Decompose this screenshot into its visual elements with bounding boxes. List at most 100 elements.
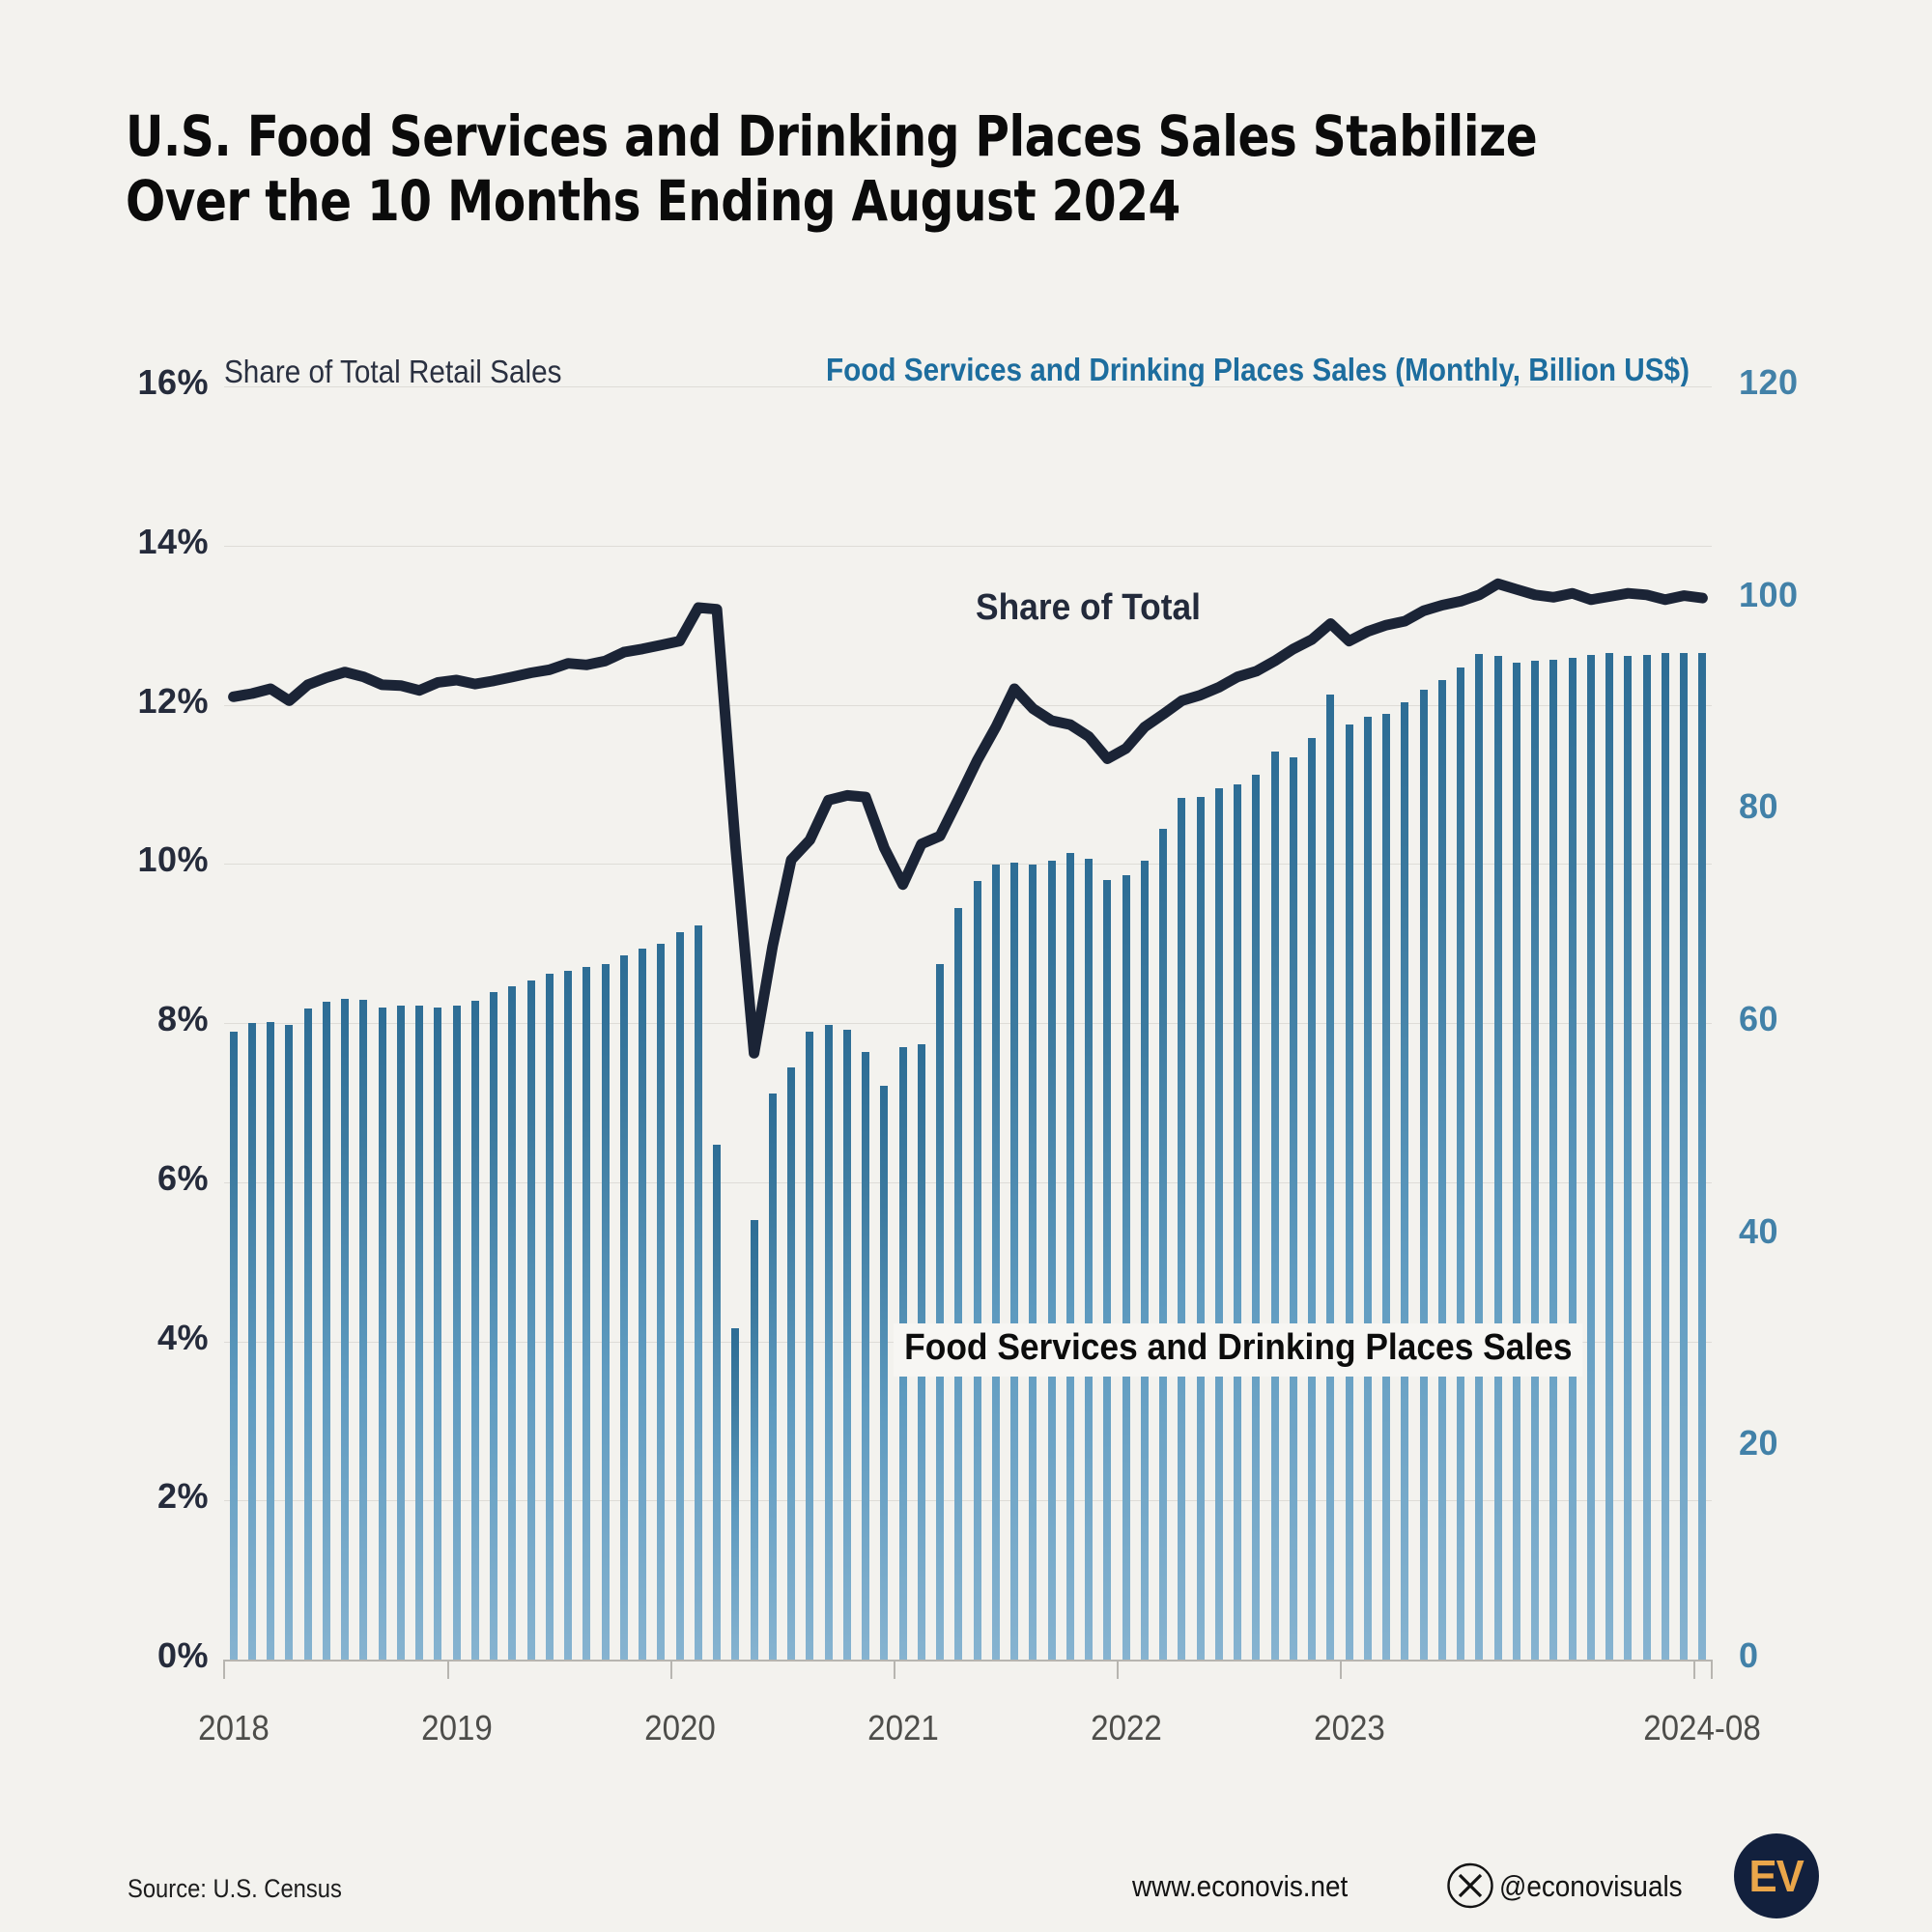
bar — [545, 974, 554, 1660]
bar — [247, 1023, 256, 1660]
bar — [359, 999, 368, 1660]
bar — [1010, 863, 1019, 1660]
x-axis-tick: 2021 — [867, 1708, 939, 1747]
annotation-food-services-sales: Food Services and Drinking Places Sales — [894, 1323, 1583, 1377]
bar — [1382, 714, 1391, 1660]
x-axis-tick-mark — [1117, 1660, 1119, 1679]
left-axis-tick: 10% — [137, 839, 209, 880]
bar — [750, 1220, 758, 1660]
gridline — [224, 1181, 1712, 1183]
bar — [490, 992, 498, 1660]
page-title: U.S. Food Services and Drinking Places S… — [126, 103, 1671, 235]
bar — [1345, 724, 1353, 1660]
bar — [1493, 655, 1502, 1660]
bar — [1122, 875, 1130, 1660]
bar — [526, 980, 535, 1660]
x-axis-tick-mark — [1340, 1660, 1342, 1679]
bar — [229, 1031, 238, 1660]
left-axis-tick: 12% — [137, 680, 209, 721]
bar — [452, 1006, 461, 1660]
left-axis-tick: 4% — [156, 1317, 209, 1357]
bar — [1549, 660, 1558, 1660]
bar — [1642, 654, 1651, 1660]
gridline — [224, 1500, 1712, 1502]
website-link[interactable]: www.econovis.net — [1132, 1869, 1349, 1903]
x-axis-tick-mark — [670, 1660, 672, 1679]
bar — [1270, 751, 1279, 1660]
bar — [582, 966, 591, 1660]
bar — [378, 1007, 386, 1660]
bar — [694, 924, 702, 1660]
bar — [1698, 652, 1707, 1660]
right-axis-tick: 120 — [1739, 362, 1799, 402]
bar — [415, 1006, 424, 1660]
left-axis-tick: 8% — [156, 999, 209, 1038]
bar — [1234, 783, 1242, 1660]
x-axis-tick-mark — [894, 1660, 895, 1679]
bar — [322, 1002, 330, 1660]
x-axis-tick-mark — [447, 1660, 449, 1679]
x-axis-tick: 2018 — [197, 1708, 270, 1747]
annotation-share-of-total: Share of Total — [976, 587, 1202, 628]
bar — [936, 963, 945, 1660]
right-axis-tick: 100 — [1739, 574, 1799, 614]
bar — [1680, 652, 1689, 1660]
bar — [787, 1067, 796, 1660]
bar — [1308, 737, 1317, 1660]
bar — [824, 1025, 833, 1660]
right-axis-tick: 60 — [1739, 999, 1779, 1038]
x-axis-tick-mark — [1692, 1660, 1695, 1679]
bar — [396, 1006, 405, 1660]
econovis-logo: EV — [1734, 1833, 1819, 1918]
bar — [675, 931, 684, 1660]
social-handle[interactable]: @econovisuals — [1499, 1869, 1683, 1903]
bar — [639, 949, 647, 1660]
bar — [1159, 829, 1168, 1660]
bar — [1289, 757, 1297, 1660]
bar — [1661, 652, 1669, 1660]
bar — [713, 1145, 722, 1660]
source-note: Source: U.S. Census — [128, 1874, 342, 1903]
bar — [1085, 858, 1094, 1660]
bar — [657, 943, 666, 1660]
gridline — [224, 864, 1712, 866]
title-line-1: U.S. Food Services and Drinking Places S… — [126, 103, 1538, 169]
x-axis-tick-mark — [223, 1660, 225, 1679]
bar — [1047, 860, 1056, 1660]
bar — [991, 865, 1000, 1660]
right-axis-tick: 80 — [1739, 786, 1779, 827]
x-logo-icon[interactable] — [1447, 1862, 1493, 1909]
left-axis-tick: 14% — [137, 521, 209, 561]
bar — [1401, 702, 1409, 1660]
bar — [1568, 658, 1577, 1660]
x-axis-line — [224, 1660, 1712, 1662]
x-axis-tick: 2020 — [643, 1708, 716, 1747]
bar — [731, 1328, 740, 1660]
bar — [619, 954, 628, 1660]
x-axis-tick: 2024-08 — [1643, 1708, 1762, 1747]
left-axis-tick: 6% — [156, 1157, 209, 1198]
bar — [470, 1000, 479, 1660]
bar-series-layer — [224, 386, 1712, 1660]
bar — [973, 880, 981, 1660]
bar — [341, 998, 350, 1660]
bar — [1326, 694, 1335, 1660]
share-of-total-line — [228, 578, 1708, 1059]
bar — [1419, 690, 1428, 1660]
bar — [1214, 788, 1223, 1660]
bar — [1586, 654, 1595, 1660]
bar — [1103, 879, 1112, 1660]
left-axis-tick: 0% — [156, 1635, 209, 1675]
bar — [954, 908, 963, 1660]
x-axis-tick: 2019 — [420, 1708, 493, 1747]
bar — [434, 1007, 442, 1660]
bar — [1065, 853, 1074, 1660]
bar — [1140, 860, 1149, 1660]
bar — [1363, 716, 1372, 1660]
gridline — [224, 704, 1712, 706]
chart-plot-area — [224, 386, 1712, 1660]
bar — [1605, 652, 1614, 1660]
bar — [1624, 655, 1633, 1660]
left-axis-caption: Share of Total Retail Sales — [224, 354, 562, 389]
